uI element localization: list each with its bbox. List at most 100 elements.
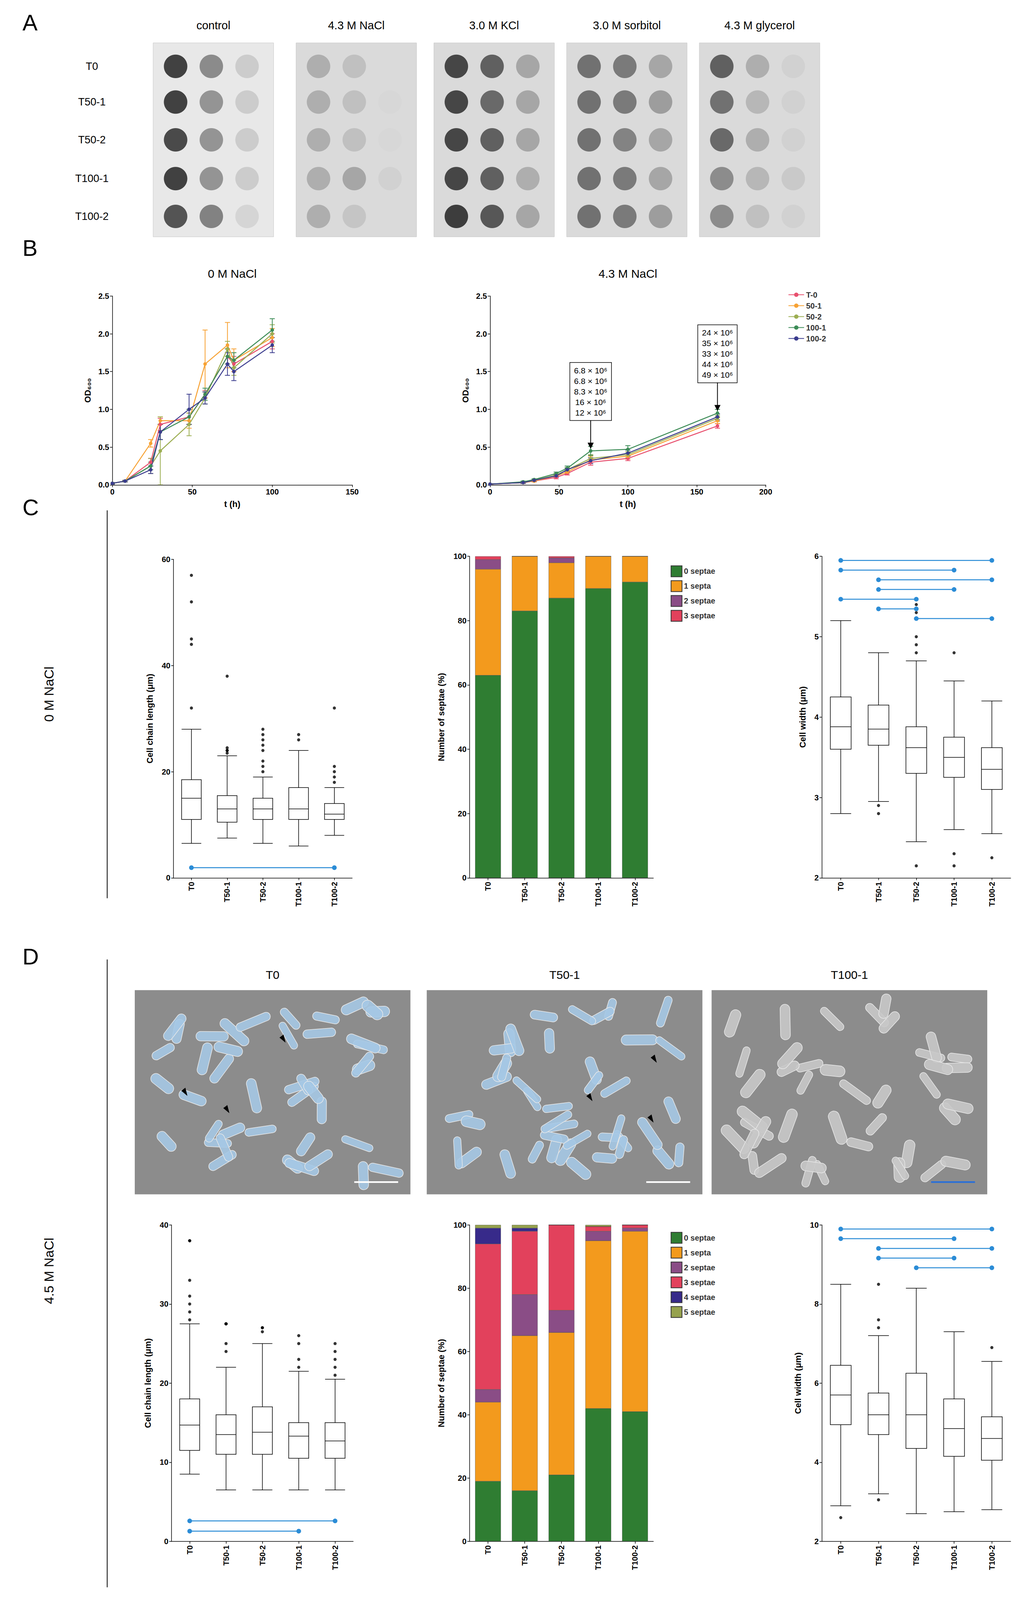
svg-text:150: 150: [690, 487, 704, 497]
svg-text:T100-1: T100-1: [294, 1545, 304, 1571]
svg-text:0.5: 0.5: [98, 443, 110, 452]
svg-text:8.3 × 10⁶: 8.3 × 10⁶: [573, 387, 608, 397]
svg-text:4 septae: 4 septae: [684, 1293, 716, 1302]
svg-text:T50-2: T50-2: [258, 881, 268, 903]
svg-text:40: 40: [457, 1410, 467, 1420]
svg-text:2.5: 2.5: [98, 291, 110, 301]
svg-text:2 septae: 2 septae: [684, 596, 716, 606]
svg-text:49 × 10⁶: 49 × 10⁶: [702, 370, 733, 380]
svg-text:80: 80: [457, 1284, 467, 1293]
svg-text:50: 50: [554, 487, 564, 497]
svg-text:0 M NaCl: 0 M NaCl: [207, 267, 257, 281]
svg-text:Cell width (μm): Cell width (μm): [797, 686, 808, 749]
svg-text:3 septae: 3 septae: [684, 611, 716, 621]
svg-text:40: 40: [161, 661, 171, 671]
svg-text:0.0: 0.0: [476, 480, 488, 490]
svg-text:20: 20: [161, 767, 171, 777]
svg-text:16 × 10⁶: 16 × 10⁶: [575, 397, 606, 407]
svg-text:35 × 10⁶: 35 × 10⁶: [702, 338, 733, 348]
svg-text:0 septae: 0 septae: [684, 1233, 716, 1243]
svg-text:100: 100: [265, 487, 279, 497]
svg-text:6.8 × 10⁶: 6.8 × 10⁶: [573, 376, 608, 386]
svg-text:B: B: [22, 235, 38, 261]
svg-text:4: 4: [814, 1458, 819, 1467]
svg-text:50-2: 50-2: [805, 312, 822, 322]
svg-text:80: 80: [457, 616, 467, 626]
svg-text:20: 20: [457, 1474, 467, 1483]
svg-text:30: 30: [159, 1299, 169, 1309]
svg-text:2.0: 2.0: [98, 329, 110, 339]
svg-text:6.8 × 10⁶: 6.8 × 10⁶: [573, 366, 608, 376]
svg-text:T50-1: T50-1: [874, 881, 883, 903]
svg-text:50-1: 50-1: [805, 301, 822, 311]
svg-text:60: 60: [457, 1347, 467, 1357]
svg-text:T100-2: T100-2: [987, 1545, 997, 1571]
svg-text:5: 5: [814, 632, 819, 642]
svg-text:T50-2: T50-2: [78, 134, 106, 146]
svg-text:OD₆₀₀: OD₆₀₀: [460, 378, 471, 403]
svg-text:T100-1: T100-1: [593, 881, 603, 907]
svg-text:100: 100: [621, 487, 635, 497]
svg-text:24 × 10⁶: 24 × 10⁶: [702, 328, 733, 338]
svg-text:100-2: 100-2: [805, 334, 826, 344]
svg-text:0: 0: [110, 487, 115, 497]
svg-text:T0: T0: [187, 881, 196, 891]
svg-text:Number of septae (%): Number of septae (%): [436, 673, 447, 762]
svg-text:T0: T0: [265, 968, 280, 982]
svg-text:4.3 M NaCl: 4.3 M NaCl: [598, 267, 658, 281]
svg-text:4.5 M NaCl: 4.5 M NaCl: [41, 1237, 57, 1305]
svg-text:8: 8: [814, 1299, 819, 1309]
svg-text:T100-1: T100-1: [949, 1545, 959, 1571]
svg-text:control: control: [196, 19, 231, 32]
svg-text:D: D: [22, 943, 39, 970]
svg-text:T100-2: T100-2: [330, 1545, 340, 1571]
svg-text:6: 6: [814, 1379, 819, 1388]
svg-text:0 septae: 0 septae: [684, 566, 716, 576]
svg-text:t (h): t (h): [224, 499, 241, 510]
svg-text:T0: T0: [483, 881, 493, 891]
svg-text:Cell chain length (μm): Cell chain length (μm): [142, 1338, 153, 1429]
svg-text:60: 60: [161, 555, 171, 564]
svg-text:0: 0: [487, 487, 493, 497]
svg-text:T100-2: T100-2: [987, 881, 997, 907]
svg-text:60: 60: [457, 680, 467, 690]
svg-text:3: 3: [814, 793, 819, 803]
svg-text:C: C: [22, 494, 39, 521]
svg-text:4.3 M NaCl: 4.3 M NaCl: [327, 19, 385, 32]
svg-text:33 × 10⁶: 33 × 10⁶: [702, 349, 733, 359]
svg-text:2.5: 2.5: [476, 291, 488, 301]
svg-text:150: 150: [345, 487, 359, 497]
svg-text:2: 2: [814, 1537, 819, 1546]
svg-text:20: 20: [457, 809, 467, 819]
svg-text:3 septae: 3 septae: [684, 1278, 716, 1287]
svg-text:T0: T0: [836, 881, 846, 891]
svg-text:5 septae: 5 septae: [684, 1308, 716, 1317]
svg-text:Cell width (μm): Cell width (μm): [793, 1352, 803, 1415]
svg-text:T100-2: T100-2: [630, 881, 640, 907]
svg-text:1.0: 1.0: [476, 405, 488, 414]
svg-text:2 septae: 2 septae: [684, 1263, 716, 1273]
svg-text:T100-1: T100-1: [949, 881, 959, 907]
svg-text:1 septa: 1 septa: [684, 1248, 712, 1258]
svg-text:100: 100: [453, 1220, 467, 1230]
svg-text:50: 50: [187, 487, 197, 497]
svg-text:OD₆₀₀: OD₆₀₀: [82, 378, 93, 403]
svg-text:T50-2: T50-2: [557, 881, 566, 903]
svg-text:40: 40: [457, 745, 467, 754]
svg-text:2.0: 2.0: [476, 329, 488, 339]
svg-text:T0: T0: [483, 1545, 493, 1555]
svg-text:10: 10: [159, 1458, 169, 1467]
svg-text:1.0: 1.0: [98, 405, 110, 414]
svg-text:T0: T0: [185, 1545, 195, 1555]
svg-text:100-1: 100-1: [805, 323, 826, 333]
svg-text:T50-2: T50-2: [911, 1545, 921, 1566]
svg-text:1 septa: 1 septa: [684, 581, 712, 591]
svg-text:2: 2: [814, 873, 819, 883]
svg-text:T50-1: T50-1: [874, 1545, 883, 1566]
svg-text:3.0 M KCl: 3.0 M KCl: [469, 19, 519, 32]
svg-text:0: 0: [164, 1537, 169, 1546]
svg-text:0: 0: [462, 1537, 467, 1546]
svg-text:10: 10: [809, 1220, 819, 1230]
svg-text:40: 40: [159, 1220, 169, 1230]
svg-text:44 × 10⁶: 44 × 10⁶: [702, 359, 733, 369]
